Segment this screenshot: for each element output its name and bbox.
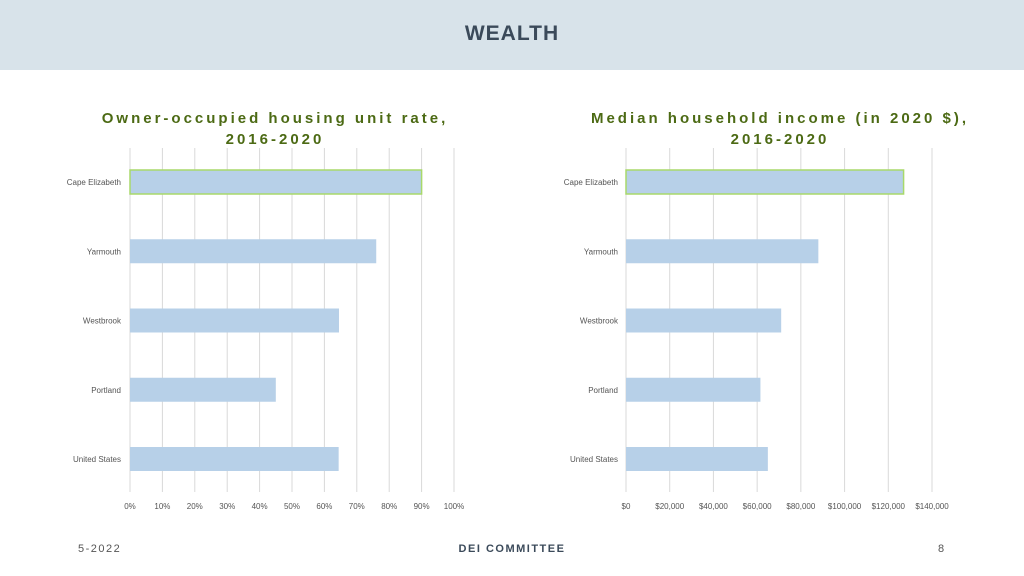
income-category-label: Yarmouth: [584, 247, 618, 256]
income-bar-westbrook: [626, 308, 782, 333]
housing-tick-label: 0%: [124, 502, 136, 511]
housing-tick-label: 70%: [349, 502, 365, 511]
income-tick-label: $100,000: [828, 502, 862, 511]
housing-tick-label: 50%: [284, 502, 300, 511]
page-title: WEALTH: [464, 22, 560, 45]
income-bar-portland: [626, 377, 761, 402]
income-tick-label: $40,000: [699, 502, 728, 511]
housing-tick-label: 20%: [187, 502, 203, 511]
income-tick-label: $60,000: [743, 502, 772, 511]
housing-tick-label: 60%: [316, 502, 332, 511]
chart-title-housing: Owner-occupied housing unit rate, 2016-2…: [60, 108, 490, 150]
footer-date: 5-2022: [78, 543, 122, 555]
housing-bar-cape-elizabeth: [129, 169, 423, 195]
income-category-label: Westbrook: [580, 317, 619, 326]
chart-title-income: Median household income (in 2020 $), 201…: [560, 108, 1000, 150]
housing-category-label: Westbrook: [83, 317, 122, 326]
income-bar-yarmouth: [626, 239, 819, 264]
housing-bar-westbrook: [130, 308, 339, 333]
income-tick-label: $120,000: [872, 502, 906, 511]
income-tick-label: $0: [622, 502, 631, 511]
chart-title-income-line2: 2016-2020: [730, 131, 830, 148]
housing-tick-label: 10%: [154, 502, 170, 511]
chart-title-housing-line1: Owner-occupied housing unit rate,: [101, 110, 449, 127]
housing-category-label: United States: [73, 455, 121, 464]
chart-title-income-line1: Median household income (in 2020 $),: [590, 110, 970, 127]
header-banner: WEALTH: [0, 0, 1024, 70]
income-tick-label: $140,000: [915, 502, 949, 511]
housing-bar-yarmouth: [130, 239, 377, 264]
housing-bar-united-states: [130, 447, 339, 471]
housing-tick-label: 40%: [252, 502, 268, 511]
income-category-label: Portland: [588, 386, 618, 395]
housing-tick-label: 30%: [219, 502, 235, 511]
income-category-label: Cape Elizabeth: [564, 178, 618, 187]
housing-category-label: Yarmouth: [87, 247, 121, 256]
income-tick-label: $20,000: [655, 502, 684, 511]
housing-bar-portland: [130, 377, 276, 402]
housing-tick-label: 100%: [444, 502, 464, 511]
housing-tick-label: 80%: [381, 502, 397, 511]
housing-category-label: Cape Elizabeth: [67, 178, 121, 187]
income-bar-united-states: [626, 447, 768, 471]
housing-tick-label: 90%: [414, 502, 430, 511]
footer-committee: DEI COMMITTEE: [458, 543, 566, 555]
chart-title-housing-line2: 2016-2020: [225, 131, 325, 148]
income-bar-cape-elizabeth: [625, 169, 905, 195]
footer-page-number: 8: [938, 543, 946, 555]
income-category-label: United States: [570, 455, 618, 464]
housing-category-label: Portland: [91, 386, 121, 395]
income-tick-label: $80,000: [786, 502, 815, 511]
